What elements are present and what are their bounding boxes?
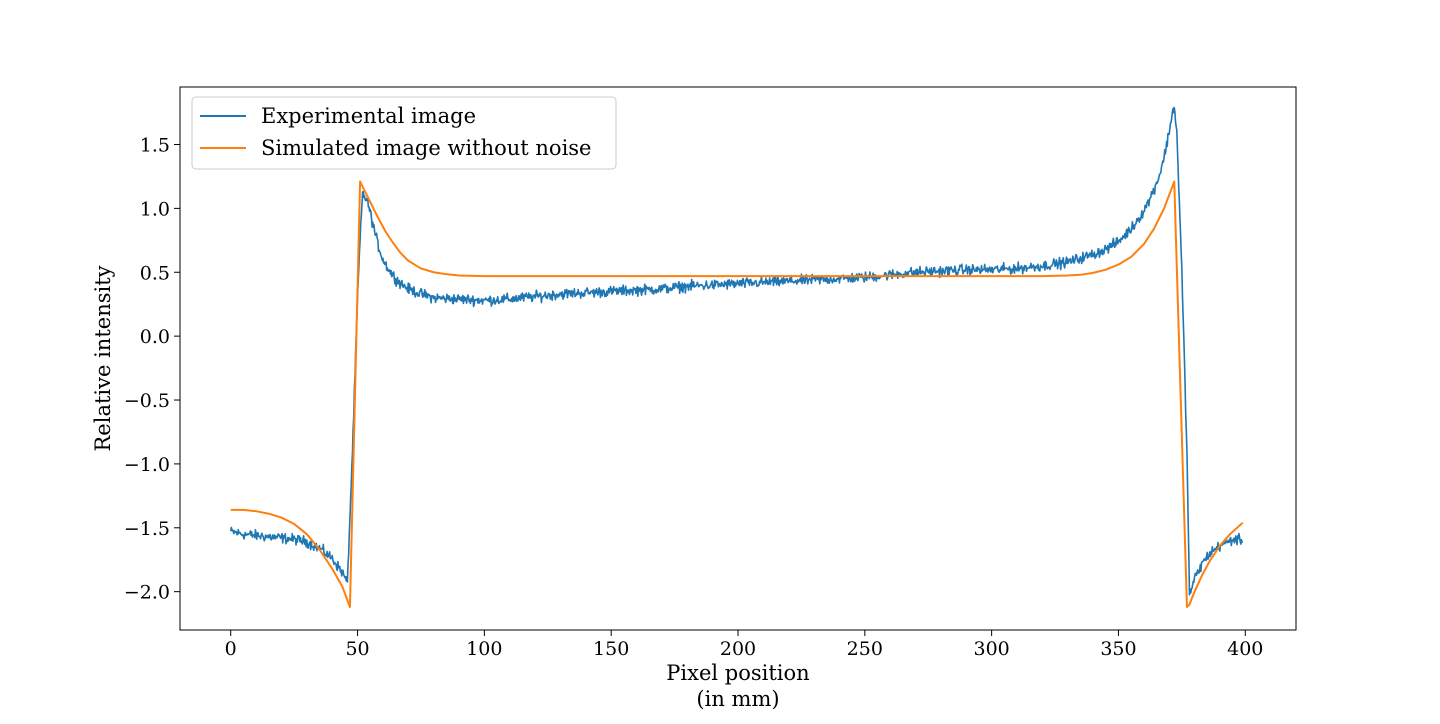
y-tick-label: 0.0 xyxy=(140,326,170,348)
x-tick-label: 100 xyxy=(466,638,502,660)
y-tick-label: 1.5 xyxy=(140,134,170,156)
x-tick-label: 200 xyxy=(720,638,756,660)
y-tick-label: 1.0 xyxy=(140,198,170,220)
x-tick-label: 300 xyxy=(974,638,1010,660)
y-tick-label: −0.5 xyxy=(124,390,170,412)
y-tick-label: −1.0 xyxy=(124,454,170,476)
x-tick-label: 250 xyxy=(847,638,883,660)
x-tick-label: 350 xyxy=(1100,638,1136,660)
x-tick-label: 50 xyxy=(345,638,369,660)
series-line-0 xyxy=(229,106,1244,596)
y-tick-label: −2.0 xyxy=(124,582,170,604)
y-tick-label: 0.5 xyxy=(140,262,170,284)
legend: Experimental image Simulated image withou… xyxy=(191,96,617,170)
x-axis-label: Pixel position xyxy=(666,661,809,685)
y-axis-label: Relative intensity xyxy=(91,265,115,451)
y-tick-label: −1.5 xyxy=(124,518,170,540)
axes: 0 50 100 150 200 250 300 350 400 −2.0 −1.5 −1.0 −0.5… xyxy=(91,86,1297,711)
series-line-1 xyxy=(230,180,1244,608)
x-tick-label: 400 xyxy=(1227,638,1263,660)
x-tick-label: 0 xyxy=(225,638,237,660)
legend-label-0: Experimental image xyxy=(261,104,476,128)
x-tick-label: 150 xyxy=(593,638,629,660)
plot-area xyxy=(229,106,1244,608)
legend-label-1: Simulated image without noise xyxy=(261,136,591,160)
legend-box xyxy=(191,96,617,170)
x-axis-sublabel: (in mm) xyxy=(696,687,779,711)
